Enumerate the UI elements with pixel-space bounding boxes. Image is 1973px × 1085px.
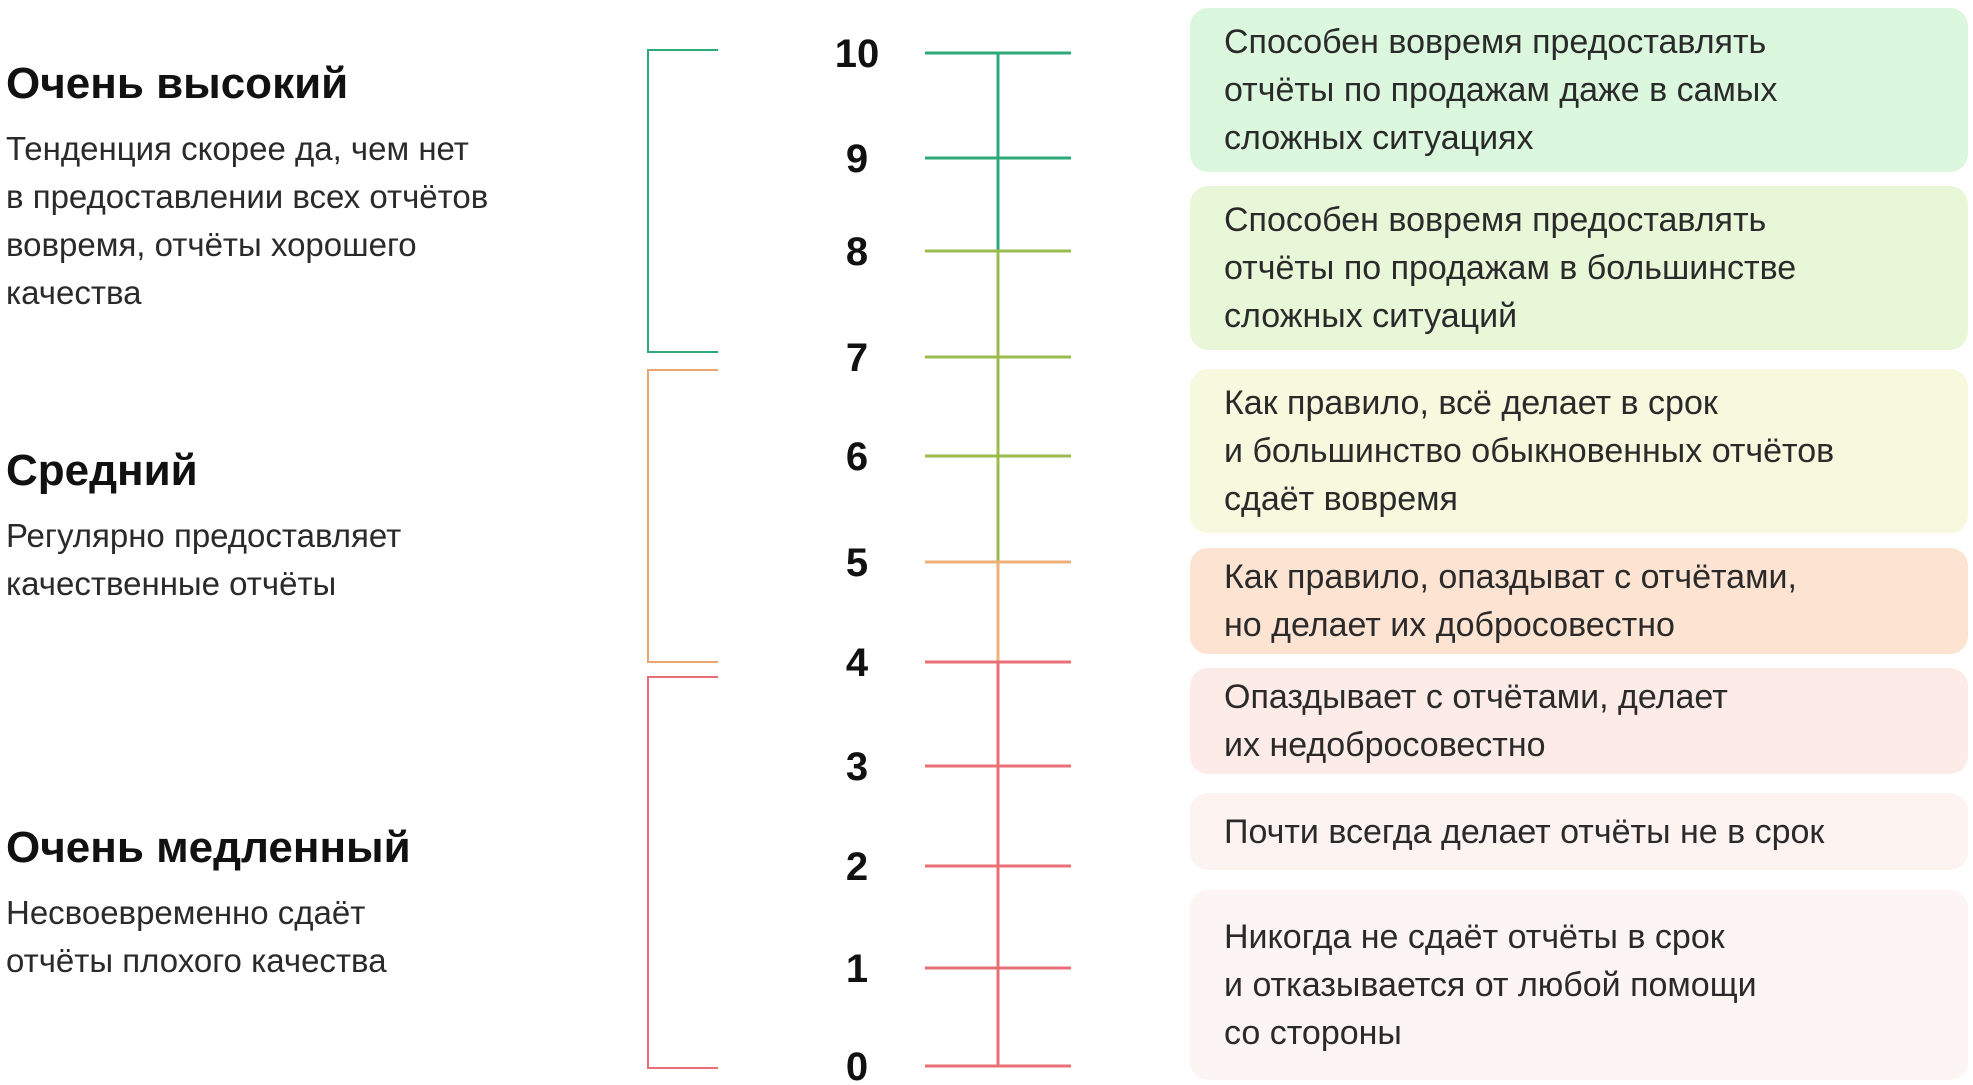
scale-tick-label: 3 bbox=[846, 745, 868, 789]
category-very-high: Очень высокий Тенденция скорее да, чем н… bbox=[6, 58, 626, 317]
level-box: Как правило, всё делает в срок и большин… bbox=[1190, 369, 1968, 533]
scale-tick-label: 5 bbox=[846, 541, 868, 585]
category-very-slow: Очень медленный Несвоевременно сдаёт отч… bbox=[6, 822, 626, 985]
level-box: Опаздывает с отчётами, делает их недобро… bbox=[1190, 668, 1968, 774]
scale-tick-label: 0 bbox=[846, 1045, 868, 1085]
scale-tick-label: 4 bbox=[846, 641, 869, 685]
category-title: Очень высокий bbox=[6, 59, 349, 108]
category-bracket bbox=[647, 369, 718, 663]
category-description: Несвоевременно сдаёт отчёты плохого каче… bbox=[6, 893, 387, 979]
category-title: Средний bbox=[6, 446, 198, 495]
level-box: Способен вовремя предоставлять отчёты по… bbox=[1190, 8, 1968, 172]
category-title: Очень медленный bbox=[6, 823, 411, 872]
level-box: Никогда не сдаёт отчёты в срок и отказыв… bbox=[1190, 890, 1968, 1080]
category-bracket bbox=[647, 676, 718, 1069]
level-box: Как правило, опаздыват с отчётами, но де… bbox=[1190, 548, 1968, 654]
category-description: Регулярно предоставляет качественные отч… bbox=[6, 516, 402, 602]
scale-tick-label: 6 bbox=[846, 435, 868, 479]
scale-tick-label: 2 bbox=[846, 845, 868, 889]
scale-tick-label: 8 bbox=[846, 230, 868, 274]
category-description: Тенденция скорее да, чем нет в предостав… bbox=[6, 129, 489, 311]
category-medium: Средний Регулярно предоставляет качестве… bbox=[6, 445, 626, 608]
scale-tick-label: 7 bbox=[846, 336, 868, 380]
category-bracket bbox=[647, 49, 718, 353]
level-box: Почти всегда делает отчёты не в срок bbox=[1190, 793, 1968, 870]
scale-tick-label: 1 bbox=[846, 947, 868, 991]
level-box: Способен вовремя предоставлять отчёты по… bbox=[1190, 186, 1968, 350]
scale-tick-label: 10 bbox=[835, 32, 880, 76]
scale-tick-label: 9 bbox=[846, 137, 868, 181]
